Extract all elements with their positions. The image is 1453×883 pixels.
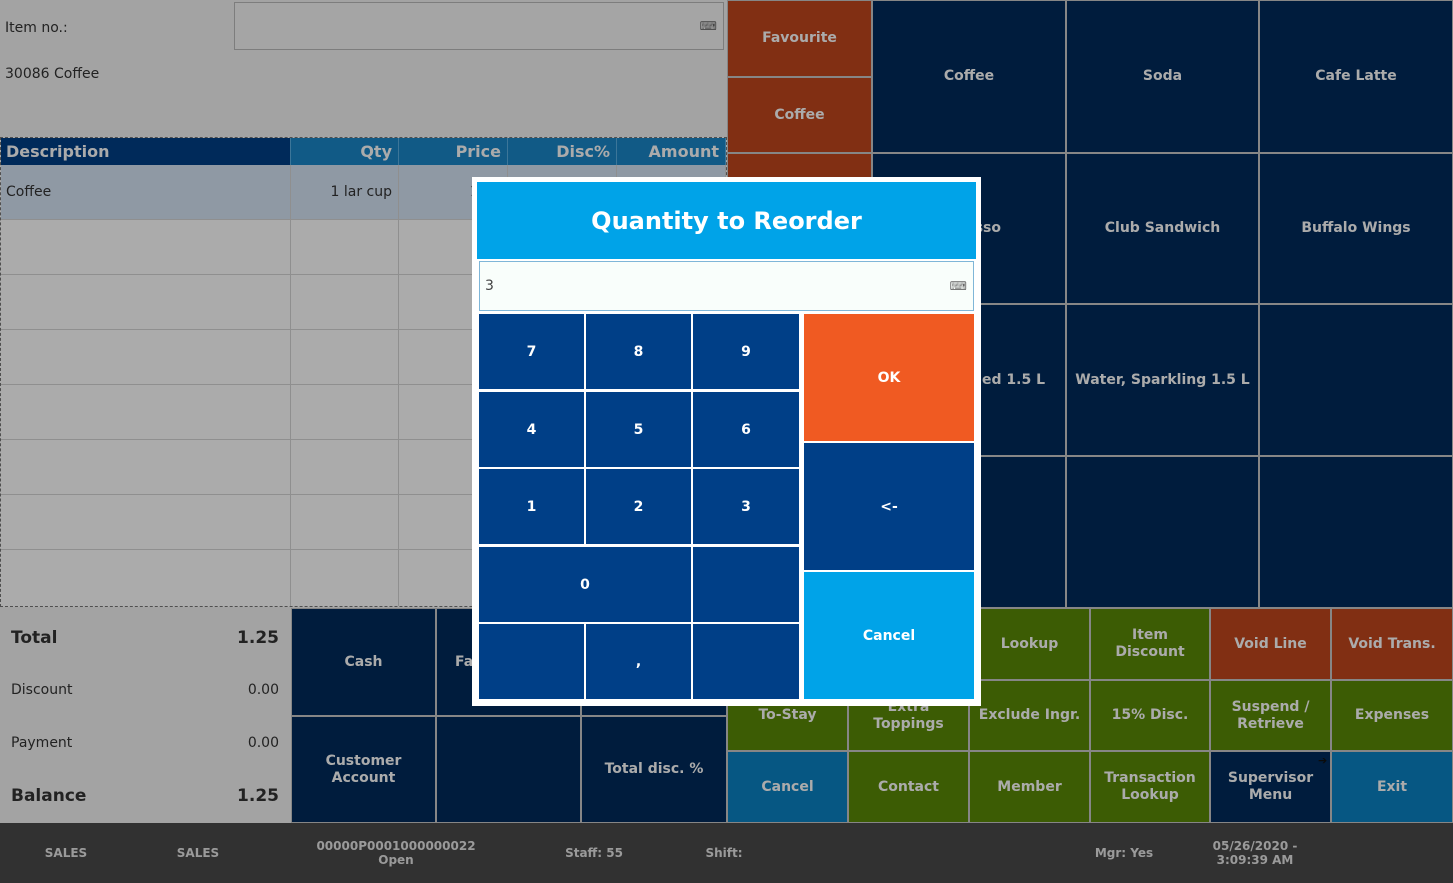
product-blank[interactable] <box>1259 304 1453 456</box>
item-number-input[interactable]: ⌨ <box>234 2 724 50</box>
status-time: 3:09:39 AM <box>1216 852 1294 867</box>
status-datetime: 05/26/2020 - 3:09:39 AM <box>1200 839 1310 868</box>
key-7[interactable]: 7 <box>479 314 584 389</box>
discount-value: 0.00 <box>247 682 279 698</box>
key-3[interactable]: 3 <box>693 469 799 544</box>
row-qty: 1 lar cup <box>291 165 399 219</box>
payment-row: Payment 0.00 <box>11 735 279 751</box>
header-price[interactable]: Price <box>399 138 508 165</box>
balance-row: Balance 1.25 <box>11 786 279 806</box>
void-line-button[interactable]: Void Line <box>1210 608 1331 680</box>
customer-account-button[interactable]: Customer Account <box>291 716 436 823</box>
balance-label: Balance <box>11 786 87 806</box>
row-description: Coffee <box>1 165 291 219</box>
item-number-label: Item no.: <box>5 20 68 36</box>
status-shift: Shift: <box>705 846 743 860</box>
status-bar: SALES SALES 00000P0001000000022 Open Sta… <box>0 823 1453 883</box>
product-coffee[interactable]: Coffee <box>872 0 1066 153</box>
product-soda[interactable]: Soda <box>1066 0 1259 153</box>
key-blank[interactable] <box>479 624 584 699</box>
total-label: Total <box>11 628 58 648</box>
status-staff: Staff: 55 <box>565 846 623 860</box>
transaction-lookup-button[interactable]: Transaction Lookup <box>1090 751 1210 823</box>
quantity-input-value: 3 <box>485 278 494 294</box>
item-discount-button[interactable]: Item Discount <box>1090 608 1210 680</box>
dialog-cancel-button[interactable]: Cancel <box>804 572 974 699</box>
key-9[interactable]: 9 <box>693 314 799 389</box>
header-qty[interactable]: Qty <box>291 138 399 165</box>
key-5[interactable]: 5 <box>586 392 691 467</box>
product-club-sandwich[interactable]: Club Sandwich <box>1066 153 1259 304</box>
grid-header: Description Qty Price Disc% Amount <box>1 138 726 165</box>
void-trans-button[interactable]: Void Trans. <box>1331 608 1453 680</box>
total-value: 1.25 <box>237 628 279 648</box>
discount-label: Discount <box>11 682 73 698</box>
status-sales-1: SALES <box>44 846 88 860</box>
status-sales-2: SALES <box>176 846 220 860</box>
key-blank[interactable] <box>693 547 799 622</box>
exclude-ingr-button[interactable]: Exclude Ingr. <box>969 680 1090 751</box>
suspend-retrieve-button[interactable]: Suspend / Retrieve <box>1210 680 1331 751</box>
discount-row: Discount 0.00 <box>11 682 279 698</box>
total-row: Total 1.25 <box>11 628 279 648</box>
supervisor-menu-button[interactable]: Supervisor Menu <box>1210 751 1331 823</box>
totals-panel: Total 1.25 Discount 0.00 Payment 0.00 Ba… <box>0 608 291 823</box>
ok-button[interactable]: OK <box>804 314 974 441</box>
quantity-dialog: Quantity to Reorder 3 ⌨ 7 8 9 4 5 6 1 2 … <box>472 177 981 706</box>
key-1[interactable]: 1 <box>479 469 584 544</box>
payment-label: Payment <box>11 735 73 751</box>
key-2[interactable]: 2 <box>586 469 691 544</box>
payment-button-blank[interactable] <box>436 716 581 823</box>
payment-value: 0.00 <box>247 735 279 751</box>
header-disc[interactable]: Disc% <box>508 138 617 165</box>
transaction-state: Open <box>378 852 414 867</box>
balance-value: 1.25 <box>237 786 279 806</box>
contact-button[interactable]: Contact <box>848 751 969 823</box>
total-disc-button[interactable]: Total disc. % <box>581 716 727 823</box>
product-buffalo-wings[interactable]: Buffalo Wings <box>1259 153 1453 304</box>
key-blank[interactable] <box>693 624 799 699</box>
key-4[interactable]: 4 <box>479 392 584 467</box>
cancel-transaction-button[interactable]: Cancel <box>727 751 848 823</box>
key-8[interactable]: 8 <box>586 314 691 389</box>
status-manager: Mgr: Yes <box>1094 846 1154 860</box>
quantity-input[interactable]: 3 ⌨ <box>479 261 974 311</box>
dialog-title: Quantity to Reorder <box>477 182 976 259</box>
category-favourite[interactable]: Favourite <box>727 0 872 77</box>
lookup-button[interactable]: Lookup <box>969 608 1090 680</box>
status-transaction: 00000P0001000000022 Open <box>306 839 486 868</box>
key-comma[interactable]: , <box>586 624 691 699</box>
member-button[interactable]: Member <box>969 751 1090 823</box>
product-blank[interactable] <box>1066 456 1259 608</box>
status-date: 05/26/2020 - <box>1212 839 1298 853</box>
product-cafe-latte[interactable]: Cafe Latte <box>1259 0 1453 153</box>
current-item-text: 30086 Coffee <box>5 66 100 82</box>
keyboard-icon[interactable]: ⌨ <box>949 279 967 293</box>
category-coffee[interactable]: Coffee <box>727 77 872 153</box>
disc-15-button[interactable]: 15% Disc. <box>1090 680 1210 751</box>
submenu-arrow-icon: ➔ <box>1318 754 1328 767</box>
cash-button[interactable]: Cash <box>291 608 436 716</box>
expenses-button[interactable]: Expenses <box>1331 680 1453 751</box>
key-6[interactable]: 6 <box>693 392 799 467</box>
header-amount[interactable]: Amount <box>617 138 726 165</box>
product-water-sparkling[interactable]: Water, Sparkling 1.5 L <box>1066 304 1259 456</box>
keyboard-icon[interactable]: ⌨ <box>699 19 717 33</box>
backspace-button[interactable]: <- <box>804 443 974 570</box>
header-description[interactable]: Description <box>1 138 291 165</box>
transaction-id: 00000P0001000000022 <box>316 839 476 853</box>
key-0[interactable]: 0 <box>479 547 691 622</box>
